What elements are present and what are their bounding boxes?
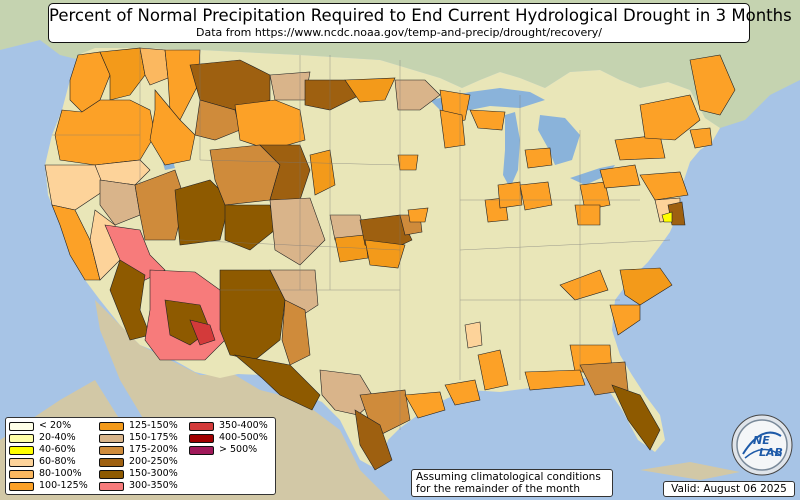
legend-label: 125-150%	[129, 420, 178, 431]
legend-item: 300-350%	[99, 480, 189, 492]
legend-item: < 20%	[9, 420, 99, 432]
legend-item: 20-40%	[9, 432, 99, 444]
legend-label: 40-60%	[39, 444, 76, 455]
valid-date: Valid: August 06 2025	[663, 481, 795, 497]
map-title: Percent of Normal Precipitation Required…	[49, 6, 792, 25]
legend-label: 80-100%	[39, 468, 82, 479]
legend-label: 150-175%	[129, 432, 178, 443]
legend: < 20% 20-40% 40-60% 60-80% 80-100% 100-1…	[5, 417, 276, 495]
legend-label: > 500%	[219, 444, 258, 455]
legend-item: 150-175%	[99, 432, 189, 444]
legend-swatch	[189, 445, 214, 455]
legend-item: 200-250%	[99, 456, 189, 468]
assumption-note-line1: Assuming climatological conditions	[416, 471, 601, 483]
cuba-island	[640, 462, 740, 480]
legend-label: 150-300%	[129, 468, 178, 479]
legend-swatch	[189, 433, 214, 443]
nelab-logo: NE LAB	[731, 414, 793, 476]
legend-item: 60-80%	[9, 456, 99, 468]
legend-swatch	[9, 457, 34, 467]
legend-item: > 500%	[189, 444, 274, 456]
legend-swatch	[189, 421, 214, 431]
legend-label: 400-500%	[219, 432, 268, 443]
legend-item: 100-125%	[9, 480, 99, 492]
legend-label: 200-250%	[129, 456, 178, 467]
legend-swatch	[9, 481, 34, 491]
legend-swatch	[99, 457, 124, 467]
legend-label: 175-200%	[129, 444, 178, 455]
title-box: Percent of Normal Precipitation Required…	[48, 3, 792, 43]
lake-huron	[538, 115, 580, 165]
legend-swatch	[99, 445, 124, 455]
legend-swatch	[99, 481, 124, 491]
legend-item: 150-300%	[99, 468, 189, 480]
legend-swatch	[9, 433, 34, 443]
logo-text-bottom: LAB	[759, 446, 783, 459]
lake-michigan	[503, 112, 520, 188]
legend-label: 350-400%	[219, 420, 268, 431]
legend-item: 125-150%	[99, 420, 189, 432]
legend-swatch	[99, 421, 124, 431]
legend-swatch	[9, 421, 34, 431]
assumption-note-line2: for the remainder of the month	[416, 483, 581, 495]
legend-label: < 20%	[39, 420, 72, 431]
logo-text-top: NE	[753, 434, 770, 447]
legend-swatch	[9, 445, 34, 455]
legend-label: 20-40%	[39, 432, 76, 443]
legend-label: 60-80%	[39, 456, 76, 467]
legend-item: 350-400%	[189, 420, 274, 432]
legend-item: 40-60%	[9, 444, 99, 456]
legend-swatch	[99, 469, 124, 479]
legend-swatch	[9, 469, 34, 479]
map-subtitle: Data from https://www.ncdc.noaa.gov/temp…	[196, 26, 602, 39]
legend-grid: < 20% 20-40% 40-60% 60-80% 80-100% 100-1…	[9, 420, 272, 492]
legend-item: 400-500%	[189, 432, 274, 444]
legend-label: 100-125%	[39, 480, 88, 491]
legend-label: 300-350%	[129, 480, 178, 491]
legend-item: 175-200%	[99, 444, 189, 456]
legend-swatch	[99, 433, 124, 443]
legend-item: 80-100%	[9, 468, 99, 480]
assumption-note: Assuming climatological conditions for t…	[411, 469, 613, 497]
